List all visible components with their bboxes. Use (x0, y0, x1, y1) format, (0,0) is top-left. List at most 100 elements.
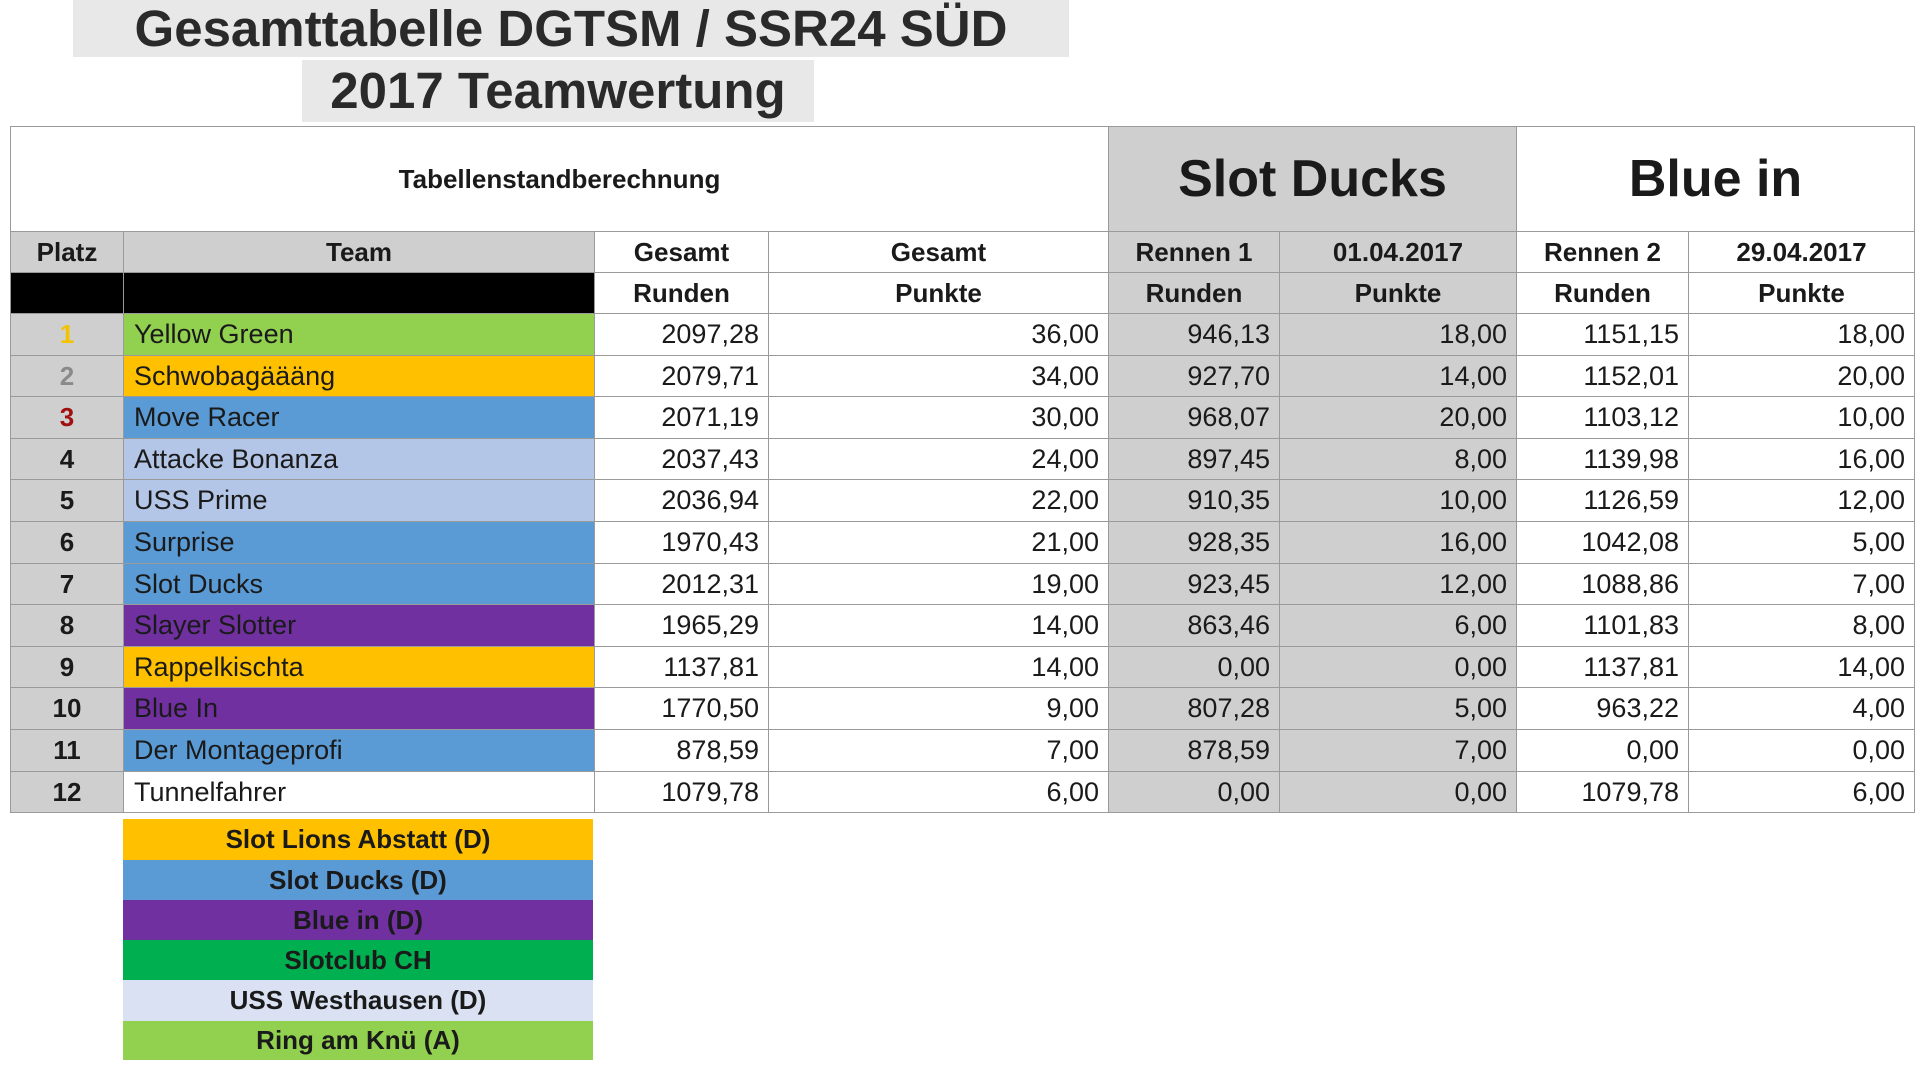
rank-cell: 9 (10, 646, 124, 688)
legend-item: USS Westhausen (D) (123, 980, 593, 1021)
race1-laps-cell: 927,70 (1108, 355, 1280, 397)
sub-r1-punkte-header: Punkte (1279, 272, 1517, 314)
total-laps-cell: 2012,31 (594, 563, 769, 605)
legend-item: Slot Lions Abstatt (D) (123, 819, 593, 860)
team-name-cell: Der Montageprofi (123, 729, 595, 772)
rank-cell: 6 (10, 521, 124, 564)
total-laps-cell: 1770,50 (594, 687, 769, 730)
race2-team-header: Blue in (1516, 126, 1915, 232)
sub-punkte-header: Punkte (768, 272, 1109, 314)
race1-laps-cell: 878,59 (1108, 729, 1280, 772)
race1-points-cell: 5,00 (1279, 687, 1517, 730)
race2-points-cell: 8,00 (1688, 604, 1915, 647)
race1-points-cell: 10,00 (1279, 479, 1517, 522)
rank-cell: 12 (10, 771, 124, 813)
race2-laps-cell: 1042,08 (1516, 521, 1689, 564)
total-points-cell: 9,00 (768, 687, 1109, 730)
race1-points-cell: 16,00 (1279, 521, 1517, 564)
team-name-cell: USS Prime (123, 479, 595, 522)
race2-points-cell: 0,00 (1688, 729, 1915, 772)
race1-points-cell: 20,00 (1279, 396, 1517, 439)
race2-laps-cell: 0,00 (1516, 729, 1689, 772)
total-laps-cell: 2036,94 (594, 479, 769, 522)
col-platz-header: Platz (10, 231, 124, 273)
race2-points-cell: 14,00 (1688, 646, 1915, 688)
race2-points-cell: 4,00 (1688, 687, 1915, 730)
total-points-cell: 14,00 (768, 604, 1109, 647)
rank-cell: 5 (10, 479, 124, 522)
total-laps-cell: 1137,81 (594, 646, 769, 688)
sub-runden-header: Runden (594, 272, 769, 314)
team-name-cell: Surprise (123, 521, 595, 564)
team-name-cell: Slot Ducks (123, 563, 595, 605)
total-laps-cell: 878,59 (594, 729, 769, 772)
black-bar-platz (10, 272, 124, 314)
race1-laps-cell: 0,00 (1108, 771, 1280, 813)
race2-points-cell: 18,00 (1688, 313, 1915, 356)
total-points-cell: 36,00 (768, 313, 1109, 356)
race2-points-cell: 7,00 (1688, 563, 1915, 605)
col-rennen2-header: Rennen 2 (1516, 231, 1689, 273)
race1-team-header: Slot Ducks (1108, 126, 1517, 232)
race1-points-cell: 8,00 (1279, 438, 1517, 480)
total-laps-cell: 1970,43 (594, 521, 769, 564)
race1-points-cell: 6,00 (1279, 604, 1517, 647)
race1-laps-cell: 910,35 (1108, 479, 1280, 522)
race1-laps-cell: 0,00 (1108, 646, 1280, 688)
race2-laps-cell: 1137,81 (1516, 646, 1689, 688)
total-points-cell: 22,00 (768, 479, 1109, 522)
legend-item: Slot Ducks (D) (123, 860, 593, 900)
team-name-cell: Rappelkischta (123, 646, 595, 688)
rank-cell: 10 (10, 687, 124, 730)
rank-cell: 2 (10, 355, 124, 397)
total-laps-cell: 1079,78 (594, 771, 769, 813)
total-points-cell: 6,00 (768, 771, 1109, 813)
total-laps-cell: 2071,19 (594, 396, 769, 439)
rank-cell: 7 (10, 563, 124, 605)
race2-points-cell: 6,00 (1688, 771, 1915, 813)
race2-points-cell: 5,00 (1688, 521, 1915, 564)
rank-cell: 11 (10, 729, 124, 772)
black-bar-team (123, 272, 595, 314)
race1-points-cell: 0,00 (1279, 771, 1517, 813)
race1-points-cell: 14,00 (1279, 355, 1517, 397)
race2-laps-cell: 963,22 (1516, 687, 1689, 730)
team-name-cell: Move Racer (123, 396, 595, 439)
legend-item: Slotclub CH (123, 940, 593, 980)
race1-laps-cell: 928,35 (1108, 521, 1280, 564)
race1-laps-cell: 807,28 (1108, 687, 1280, 730)
col-gesamt-runden-header: Gesamt (594, 231, 769, 273)
team-name-cell: Tunnelfahrer (123, 771, 595, 813)
race2-laps-cell: 1151,15 (1516, 313, 1689, 356)
race1-laps-cell: 968,07 (1108, 396, 1280, 439)
total-points-cell: 24,00 (768, 438, 1109, 480)
race1-points-cell: 0,00 (1279, 646, 1517, 688)
race2-points-cell: 16,00 (1688, 438, 1915, 480)
sub-r1-runden-header: Runden (1108, 272, 1280, 314)
race2-points-cell: 20,00 (1688, 355, 1915, 397)
total-points-cell: 19,00 (768, 563, 1109, 605)
race1-points-cell: 12,00 (1279, 563, 1517, 605)
race2-laps-cell: 1139,98 (1516, 438, 1689, 480)
race2-laps-cell: 1152,01 (1516, 355, 1689, 397)
race2-laps-cell: 1126,59 (1516, 479, 1689, 522)
total-laps-cell: 1965,29 (594, 604, 769, 647)
col-team-header: Team (123, 231, 595, 273)
page-subtitle: 2017 Teamwertung (302, 60, 814, 122)
race2-points-cell: 12,00 (1688, 479, 1915, 522)
race1-points-cell: 7,00 (1279, 729, 1517, 772)
race2-points-cell: 10,00 (1688, 396, 1915, 439)
col-gesamt-punkte-header: Gesamt (768, 231, 1109, 273)
total-points-cell: 7,00 (768, 729, 1109, 772)
sub-r2-punkte-header: Punkte (1688, 272, 1915, 314)
race2-laps-cell: 1088,86 (1516, 563, 1689, 605)
team-name-cell: Schwobagäääng (123, 355, 595, 397)
total-points-cell: 34,00 (768, 355, 1109, 397)
race2-laps-cell: 1079,78 (1516, 771, 1689, 813)
col-date2-header: 29.04.2017 (1688, 231, 1915, 273)
total-points-cell: 30,00 (768, 396, 1109, 439)
total-points-cell: 21,00 (768, 521, 1109, 564)
total-laps-cell: 2037,43 (594, 438, 769, 480)
total-laps-cell: 2097,28 (594, 313, 769, 356)
col-date1-header: 01.04.2017 (1279, 231, 1517, 273)
